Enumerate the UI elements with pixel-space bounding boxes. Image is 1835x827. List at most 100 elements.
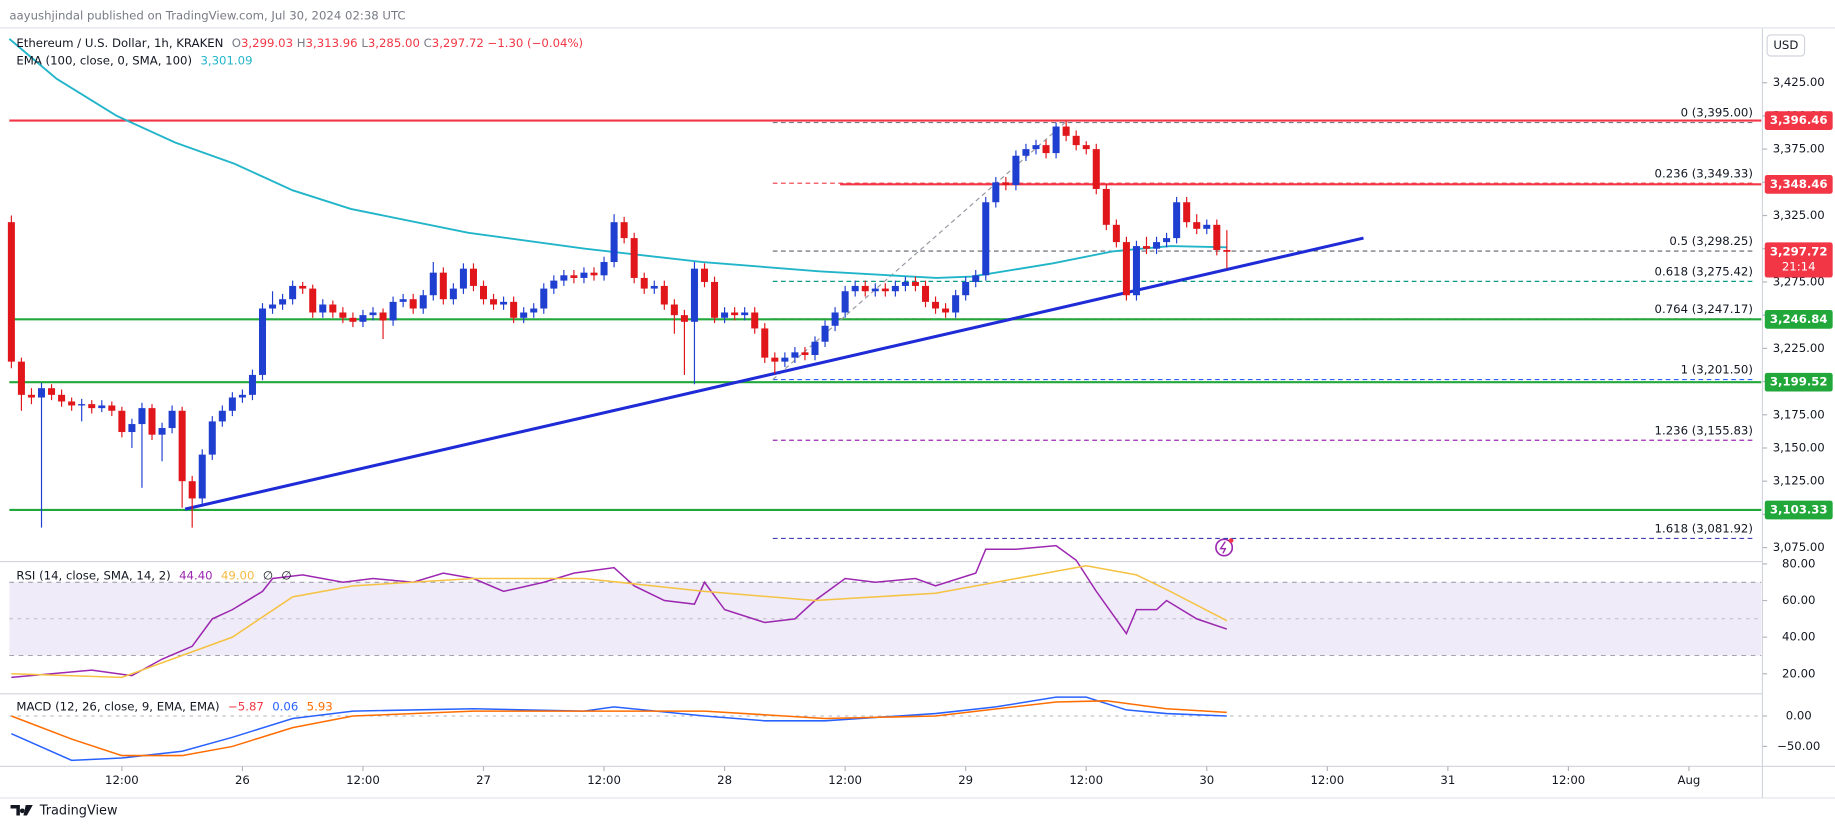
candle-body [620,222,628,239]
fib-label: 0.618 (3,275.42) [1655,265,1753,279]
indicator-line [11,564,1228,679]
candle-body [1052,126,1060,154]
y-tick-label: 3,425.00 [1773,75,1825,89]
candle-body [911,281,919,286]
candle-body [791,352,799,358]
currency: USD [1773,38,1798,52]
candle-body [188,481,196,499]
candle-body [48,388,56,395]
candle-body [490,299,498,305]
y-tick-label: 3,275.00 [1773,274,1825,288]
candle-body [550,280,558,289]
candle-body [269,304,277,309]
candle-body [972,275,980,282]
x-tick-label: 26 [235,773,250,787]
alert-bolt [1219,541,1227,554]
candle-body [520,312,528,318]
y-tick-label: 3,175.00 [1773,407,1825,421]
candle-body [871,288,879,292]
candle-body [700,268,709,282]
ema-legend: EMA (100, close, 0, SMA, 100) 3,301.09 [16,53,252,67]
ema-label: EMA (100, close, 0, SMA, 100) [16,53,192,67]
candle-body [982,202,990,276]
trendline [184,236,1364,511]
x-tick-label: 30 [1199,773,1214,787]
candle-body [660,285,668,305]
candle-body [279,299,287,305]
candle-body [399,299,407,302]
price-box [1764,309,1833,329]
y-tick-label: 3,150.00 [1773,440,1825,454]
layout [0,27,1835,816]
candle-body [1163,238,1171,243]
candle-body [319,304,327,313]
candle-body [831,312,839,326]
candle-body [479,285,488,300]
fib-label: 0.236 (3,349.33) [1655,166,1753,180]
price-box-label: 3,396.46 [1770,113,1828,127]
candle-body [761,328,769,358]
price-box-label: 3,199.52 [1770,375,1828,389]
candle-body [248,374,256,395]
candle-body [339,312,347,318]
candle-body [731,312,739,316]
candle-body [932,301,940,309]
candle-body [801,352,809,355]
candle-body [570,275,578,278]
currency-button[interactable] [1766,34,1806,57]
x-tick-label: 29 [958,773,973,787]
candle-body [369,312,377,316]
macd-value: 5.93 [307,699,333,713]
candle-body [349,317,357,322]
candle-body [1102,188,1110,225]
price-legend: Ethereum / U.S. Dollar, 1h, KRAKEN O3,29… [16,36,583,50]
x-tick-label: Aug [1678,773,1701,787]
price-box [1764,500,1833,520]
change: −1.30 (−0.04%) [488,36,584,50]
rsi-value: ∅ [281,568,291,582]
candle-body [861,285,869,292]
candle-body [469,268,477,286]
candle-body [198,454,206,499]
candle-body [1042,145,1050,154]
candle-body [751,312,759,329]
rsi-value: ∅ [263,568,273,582]
candle-body [1012,155,1020,185]
alert-dot [1228,538,1234,543]
candle-body [1203,224,1211,229]
y-tick-label: 60.00 [1782,593,1815,607]
candle-body [178,410,186,482]
candle-body [500,301,508,305]
candle-body [148,408,156,435]
brand: TradingView [39,803,118,818]
candle-body [821,325,829,342]
y-tick-label: 3,375.00 [1773,142,1825,156]
x-tick-label: 12:00 [105,773,139,787]
candle-body [68,401,76,406]
candle-body [1213,224,1221,251]
y-tick-label: −50.00 [1777,739,1820,753]
x-tick-label: 12:00 [1310,773,1344,787]
candle-body [379,312,387,321]
ohlc-value: 3,297.72 [432,36,484,50]
candle-body [228,397,236,411]
candle-body [1223,250,1231,252]
candle-body [540,288,548,309]
candle-body [580,272,588,278]
x-tick-label: 28 [717,773,732,787]
candle-body [962,281,970,296]
y-tick-label: 0.00 [1786,709,1812,723]
candle-body [741,312,749,316]
fib-label: 0 (3,395.00) [1681,106,1753,120]
candle-body [98,405,106,409]
price-box [1764,111,1833,130]
candle-body [359,315,367,322]
candle-body [1193,222,1201,229]
candle-body [1022,149,1030,156]
macd-value: −5.87 [228,699,264,713]
candle-body [952,295,960,313]
candle-body [1002,182,1010,185]
alert-icon[interactable] [1215,538,1234,557]
